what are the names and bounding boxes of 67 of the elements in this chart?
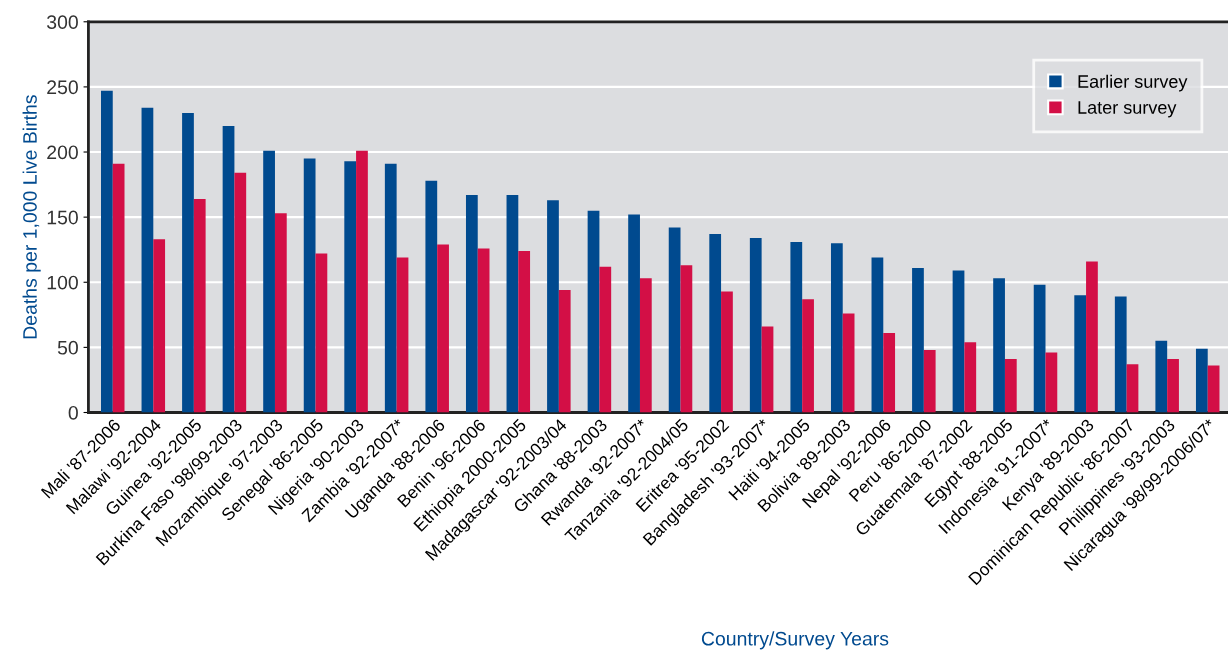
legend-label: Later survey	[1078, 101, 1177, 118]
y-axis-title: Deaths per 1,000 Live Births	[22, 95, 41, 339]
legend-label: Earlier survey	[1078, 74, 1188, 92]
bar	[628, 214, 640, 413]
bar	[761, 326, 774, 413]
bar	[993, 278, 1005, 413]
bar	[477, 248, 490, 413]
bar	[883, 333, 896, 413]
bar	[749, 237, 762, 413]
bar	[1114, 296, 1127, 413]
bar	[1045, 352, 1058, 413]
y-tick-label: 0	[68, 405, 78, 420]
bar	[1207, 365, 1220, 413]
y-tick-label: 200	[47, 145, 78, 160]
y-tick-label: 150	[47, 210, 78, 225]
bar	[1167, 359, 1179, 413]
bar	[830, 243, 843, 413]
bar	[721, 291, 733, 413]
bar	[153, 239, 166, 413]
bar	[1195, 348, 1208, 413]
bar	[303, 158, 316, 413]
bar	[842, 313, 855, 413]
bar	[274, 213, 287, 413]
bar	[599, 266, 612, 413]
bar	[871, 257, 884, 413]
bar	[396, 257, 409, 413]
bar	[344, 161, 357, 413]
bar	[263, 150, 275, 413]
bar	[182, 112, 194, 413]
bar	[952, 270, 965, 413]
bar	[1074, 295, 1087, 413]
bar	[222, 125, 235, 413]
bar	[912, 267, 924, 413]
bar	[141, 107, 154, 413]
bar	[465, 195, 478, 413]
bar	[964, 342, 977, 413]
bar	[112, 163, 125, 413]
bar	[1004, 359, 1017, 413]
bar	[193, 198, 206, 413]
x-axis-title: Country/Survey Years	[701, 631, 889, 650]
bar	[234, 172, 247, 413]
bar	[425, 180, 438, 413]
bar	[100, 90, 113, 413]
bar	[639, 278, 652, 413]
bar	[1155, 340, 1168, 413]
bar	[547, 200, 559, 413]
y-tick-label: 100	[47, 275, 78, 290]
y-tick-label: 50	[57, 340, 78, 355]
bar	[384, 163, 397, 413]
bar	[587, 210, 600, 413]
bar	[558, 290, 571, 413]
bar	[1086, 261, 1098, 413]
bar	[923, 349, 936, 413]
bar	[506, 195, 519, 413]
bar	[680, 265, 693, 413]
y-tick-label: 300	[47, 15, 78, 30]
bar	[790, 241, 803, 413]
bar	[437, 244, 449, 413]
bar	[668, 227, 681, 413]
bar	[802, 299, 814, 413]
bar	[1126, 364, 1139, 413]
bar	[709, 234, 722, 413]
bar	[1033, 284, 1046, 413]
y-tick-label: 250	[47, 80, 78, 95]
bar	[315, 253, 328, 413]
bar	[356, 150, 368, 413]
bar	[518, 251, 531, 413]
